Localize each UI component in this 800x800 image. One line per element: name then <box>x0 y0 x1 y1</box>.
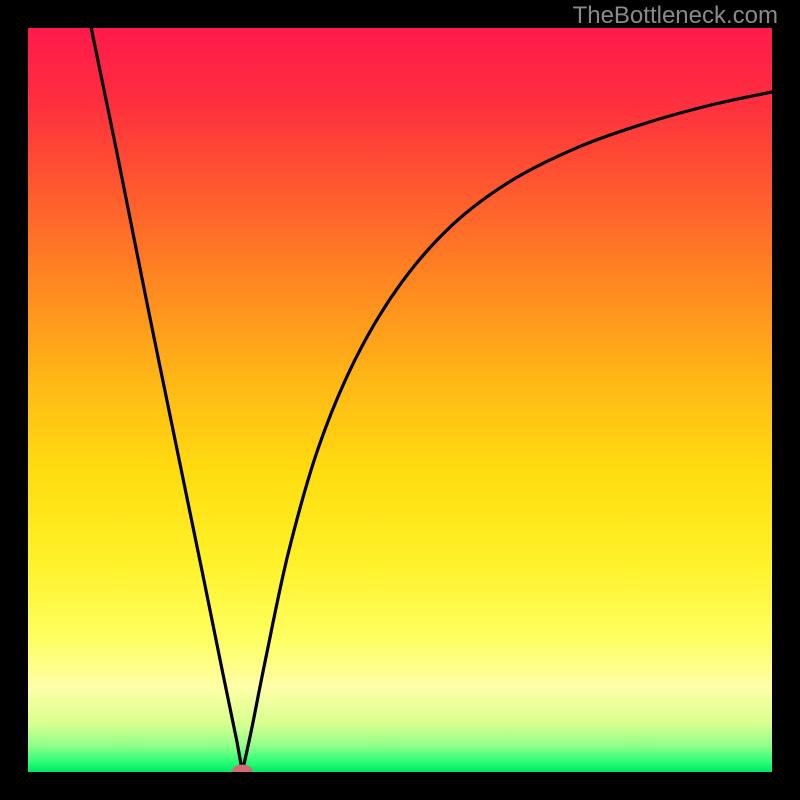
plot-svg <box>28 28 772 772</box>
gradient-background <box>28 28 772 772</box>
plot-area <box>28 28 772 772</box>
watermark-text: TheBottleneck.com <box>573 2 778 30</box>
